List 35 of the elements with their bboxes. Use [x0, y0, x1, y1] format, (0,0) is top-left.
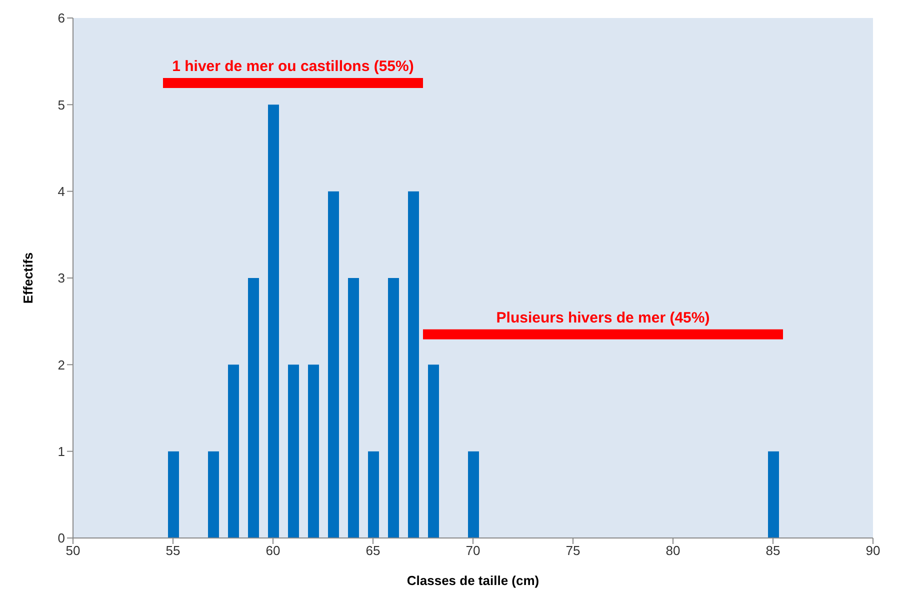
y-axis-title: Effectifs [20, 252, 36, 304]
bar [428, 364, 439, 538]
y-tick-label: 5 [58, 97, 65, 112]
bar [408, 191, 419, 538]
bar [168, 451, 179, 538]
x-tick-label: 90 [866, 543, 880, 558]
bar [268, 104, 279, 538]
bar [468, 451, 479, 538]
y-tick-label: 3 [58, 270, 65, 286]
y-tick-label: 0 [58, 530, 65, 546]
annotation: Plusieurs hivers de mer (45%) [496, 309, 710, 326]
bar [348, 278, 359, 538]
y-tick-label: 6 [58, 10, 65, 26]
bar [768, 451, 779, 538]
bar [308, 364, 319, 538]
y-tick-label: 2 [58, 357, 65, 372]
bar [328, 191, 339, 538]
bar [368, 451, 379, 538]
annotation: 1 hiver de mer ou castillons (55%) [172, 58, 414, 75]
bar [388, 278, 399, 538]
y-tick-label: 1 [58, 444, 65, 459]
x-tick-label: 80 [666, 543, 680, 558]
x-axis-title: Classes de taille (cm) [406, 573, 540, 588]
bar [228, 364, 239, 538]
x-tick-label: 60 [266, 543, 280, 558]
x-tick-label: 85 [766, 543, 780, 558]
y-tick-label: 4 [58, 184, 65, 199]
x-tick-label: 65 [366, 543, 380, 558]
bar [248, 278, 259, 538]
x-tick-label: 75 [566, 543, 580, 558]
x-tick-label: 50 [66, 543, 80, 558]
x-tick-label: 55 [166, 543, 180, 558]
bar [288, 364, 299, 538]
x-tick-label: 70 [466, 543, 480, 558]
bar [208, 451, 219, 538]
